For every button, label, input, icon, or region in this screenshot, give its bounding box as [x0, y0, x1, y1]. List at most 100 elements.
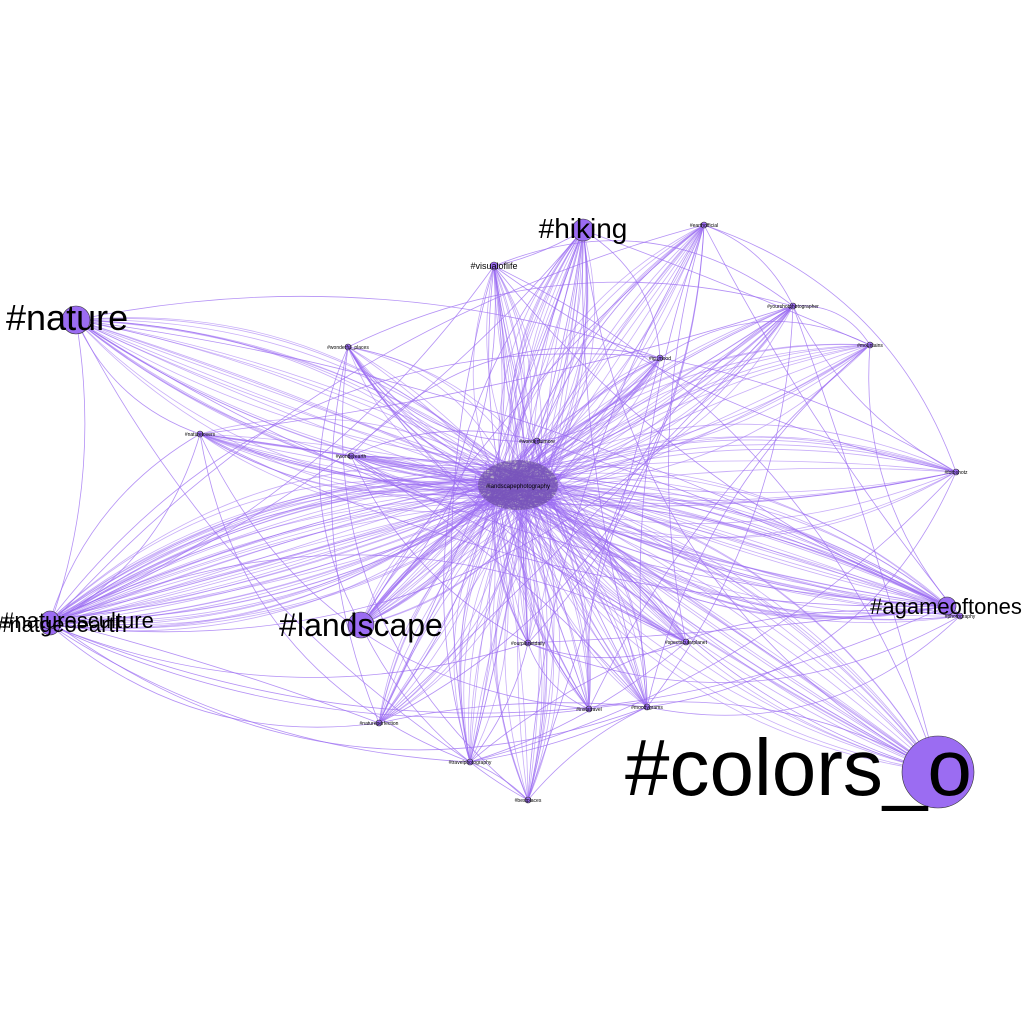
edge-center-fotoshots	[508, 423, 957, 482]
edge-center-colors	[546, 468, 939, 773]
edge-center-cluster	[488, 475, 498, 492]
edge-center-igpic	[512, 357, 661, 475]
edge-center-cluster	[532, 498, 561, 507]
edge-ourplanet-travelphotography	[469, 642, 529, 763]
edge-center-cluster	[488, 505, 505, 508]
edge-earthofficial-spectacular	[668, 224, 705, 643]
edge-nature-left_a	[49, 319, 86, 626]
edge-wonderearth-wonderfulmore	[350, 430, 538, 457]
edge-naturelovers-travelphotography	[199, 433, 471, 763]
node-ilovetravel	[585, 705, 593, 713]
label-wonderfulmore: #wonderfulmore	[519, 439, 555, 445]
edge-left_a-travelphotography	[49, 624, 471, 763]
edge-center-mood	[545, 468, 648, 708]
edge-center-cluster	[479, 468, 522, 474]
edge-center-nature	[75, 319, 512, 477]
edge-left_a-spectacular	[49, 554, 687, 643]
edge-center-bestplace	[508, 494, 548, 801]
edge-center-fotoshots	[502, 436, 957, 484]
edge-center-mountains	[519, 344, 871, 484]
edge-center-colors	[493, 472, 939, 773]
edge-igpic-wonderfulmore	[536, 357, 661, 442]
edge-center-cluster	[497, 489, 518, 493]
edge-agameoftones-ourplanet	[527, 605, 948, 644]
edge-center-cluster	[474, 483, 494, 505]
edge-landscape-wonderful	[319, 346, 362, 626]
node-mountains	[866, 341, 874, 349]
edge-center-hiking	[508, 229, 584, 489]
node-wonderearth	[347, 452, 355, 460]
edge-center-nature	[75, 319, 523, 478]
edge-center-hiking	[513, 229, 584, 468]
node-photo_world	[956, 612, 964, 620]
edge-center-earthofficial	[519, 224, 705, 467]
edge-center-nature	[75, 319, 544, 467]
edge-agameoftones-visualoflife	[493, 265, 948, 607]
edge-center-left_b	[49, 496, 535, 621]
edge-center-colors	[508, 477, 939, 773]
edge-center-photo_world	[529, 494, 961, 624]
edge-center-cluster	[477, 472, 488, 483]
edge-yourphotographer-ilovetravel	[587, 305, 794, 710]
edge-center-earthofficial	[515, 224, 705, 488]
node-hiking	[571, 218, 595, 242]
edge-visualoflife-travelphotography	[450, 265, 495, 763]
label-visualoflife: #visualoflife	[470, 261, 517, 271]
edge-center-cluster	[484, 489, 559, 501]
labels-layer: #colors_o #nature #hiking #landscape #agameo…	[0, 213, 1022, 812]
edge-landscape-bestplace	[360, 624, 529, 801]
node-visualoflife	[489, 261, 499, 271]
edge-center-cluster	[487, 491, 507, 498]
edge-wonderearth-mood	[350, 455, 648, 708]
edge-mood-bestplace	[527, 706, 648, 801]
label-left_a: #natgeoearth	[0, 612, 127, 637]
edge-hiking-mood	[582, 229, 648, 708]
label-wonderful: #wonderful_places	[327, 345, 369, 351]
edge-center-cluster	[508, 480, 557, 505]
edge-center-fotoshots	[547, 471, 957, 539]
edge-center-left_b	[49, 484, 512, 622]
label-bestplace: #bestplaces	[515, 798, 542, 804]
label-nature: #nature	[6, 297, 128, 338]
edge-ourplanet-ilovetravel	[527, 642, 590, 710]
edge-center-mood	[512, 487, 648, 708]
edge-center-photo_world	[522, 492, 961, 617]
edge-center-fotoshots	[494, 439, 957, 492]
edge-center-cluster	[477, 460, 506, 485]
edge-igpic-bestplace	[527, 357, 661, 801]
edge-center-nature	[75, 319, 492, 479]
edge-center-agameoftones	[521, 497, 948, 607]
label-spectacular: #spectacularplanet	[665, 640, 708, 646]
edge-center-bestplace	[504, 474, 536, 801]
edge-mood-photo_world	[646, 615, 961, 716]
edge-center-cluster	[495, 479, 562, 492]
edge-nature-agameoftones	[75, 319, 948, 607]
edge-center-travelphotography	[469, 499, 509, 763]
edge-center-wonderful	[347, 346, 545, 472]
edge-fotoshots-igpic	[659, 357, 957, 473]
edge-center-cluster	[475, 469, 485, 503]
edge-center-travelphotography	[469, 482, 512, 763]
edge-center-natureperfect	[378, 496, 510, 724]
edge-left_b-mood	[49, 619, 648, 751]
edge-yourphotographer-mood	[646, 305, 794, 708]
edge-agameoftones-left_a	[49, 605, 948, 714]
edge-center-bestplace	[524, 492, 561, 801]
edge-center-cluster	[531, 466, 562, 476]
edge-center-nature	[75, 317, 521, 492]
edge-left_b-naturelovers	[49, 433, 201, 621]
edge-yourphotographer-mountains	[792, 305, 871, 346]
edge-center-agameoftones	[540, 475, 948, 607]
edge-center-bestplace	[495, 495, 529, 801]
label-igpic: #ig_mood	[649, 356, 671, 362]
edge-center-bestplace	[511, 482, 555, 801]
edge-center-bestplace	[494, 471, 545, 801]
edge-center-natureperfect	[378, 493, 517, 724]
edge-visualoflife-yourphotographer	[493, 240, 794, 307]
edge-center-yourphotographer	[507, 305, 794, 474]
edge-center-colors	[506, 469, 939, 773]
edge-center-cluster	[473, 495, 545, 504]
edge-center-colors	[494, 474, 939, 773]
node-wonderfulmore	[533, 437, 541, 445]
edge-center-mountains	[531, 344, 871, 467]
